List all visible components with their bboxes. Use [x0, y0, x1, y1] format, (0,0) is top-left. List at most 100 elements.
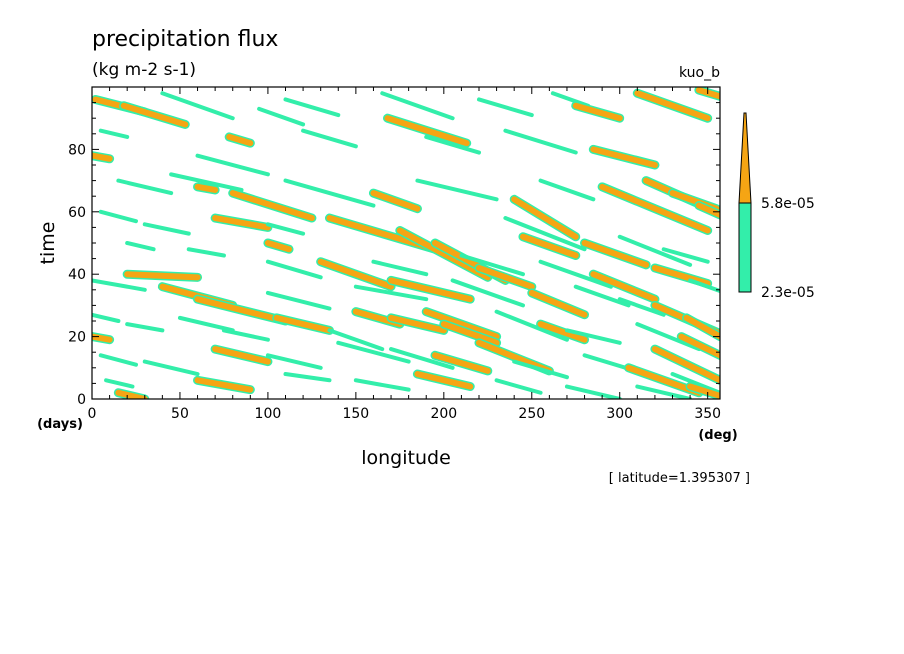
colorbar-label-high: 5.8e-05 [761, 196, 815, 212]
precip-streak [273, 314, 333, 334]
precip-streak [221, 328, 270, 342]
x-axis-label: longitude [361, 447, 451, 469]
precip-streak [212, 346, 271, 365]
precip-streak [564, 328, 622, 345]
precip-streak [120, 102, 189, 128]
precip-streak [573, 284, 631, 308]
x-tick-label: 300 [606, 406, 633, 422]
precip-streak [160, 91, 235, 121]
precip-streak [265, 290, 332, 311]
x-unit-label: (deg) [698, 428, 737, 443]
precip-streak [440, 321, 500, 346]
precip-streak [317, 258, 395, 290]
colorbar-low-segment [738, 202, 752, 293]
precip-streak [194, 377, 254, 393]
precip-streak [538, 259, 613, 289]
precip-streak [476, 339, 553, 374]
chart-units: (kg m-2 s-1) [92, 60, 196, 80]
precip-streak [264, 240, 293, 253]
precip-streak [92, 278, 147, 292]
precip-streak [301, 128, 358, 149]
precip-streak [336, 340, 411, 364]
precip-streak [528, 289, 588, 318]
precip-streak [194, 183, 219, 193]
x-tick-label: 50 [171, 406, 189, 422]
precip-streak [538, 178, 596, 202]
precip-streak [477, 97, 534, 118]
colorbar-label-low: 2.3e-05 [761, 285, 815, 301]
precip-streak [695, 87, 720, 100]
y-tick-label: 0 [77, 392, 86, 408]
x-tick-label: 250 [518, 406, 545, 422]
precip-streak [177, 315, 235, 333]
x-tick-label: 100 [255, 406, 282, 422]
precip-streak [226, 133, 254, 147]
precip-streak [651, 346, 720, 384]
precip-streak [415, 178, 499, 202]
precip-streak [92, 152, 113, 162]
precip-streak [265, 259, 323, 280]
x-tick-label: 350 [694, 406, 721, 422]
precip-streak [537, 321, 588, 343]
precip-streak [283, 372, 332, 383]
precip-streak [617, 297, 666, 317]
precip-streak [327, 328, 385, 352]
axis-ticks [91, 86, 720, 400]
y-unit-label: (days) [37, 417, 83, 432]
colorbar-high-segment [738, 112, 752, 204]
precip-streak [503, 128, 578, 155]
precip-streak [414, 371, 474, 390]
precip-streak [257, 106, 306, 127]
precip-streak [194, 296, 289, 324]
y-tick-label: 60 [68, 205, 86, 221]
precip-streak [229, 190, 315, 222]
precip-streak [389, 347, 455, 370]
x-tick-label: 200 [430, 406, 457, 422]
precip-streak [98, 209, 138, 224]
precip-streak [661, 247, 710, 264]
chart-title: precipitation flux [92, 27, 278, 52]
precip-streak [459, 253, 525, 277]
precip-streak [503, 216, 587, 252]
precip-streak [265, 353, 323, 370]
precip-streak [424, 134, 482, 155]
precip-streak [635, 384, 693, 399]
precip-streak [450, 278, 525, 308]
precip-streak [678, 333, 720, 359]
precip-streak [388, 277, 474, 303]
precip-streak [564, 384, 622, 399]
precip-streak [92, 312, 121, 323]
precip-streak [125, 241, 156, 252]
precip-field [92, 87, 720, 399]
precip-streak [634, 90, 711, 122]
y-tick-label: 40 [68, 267, 86, 283]
precip-streak [125, 322, 165, 333]
precip-streak [617, 234, 693, 267]
precip-streak [98, 353, 138, 367]
precip-streak [98, 128, 130, 139]
precip-streak [116, 178, 174, 196]
precip-streak [519, 233, 579, 259]
precip-streak [572, 102, 623, 122]
precip-streak [432, 352, 491, 374]
precip-streak [353, 284, 429, 302]
precip-streak [195, 153, 270, 177]
axis-tick-labels: 0 50 100 150 200 250 300 350 0 20 40 60 80 [68, 142, 721, 422]
precip-streak [142, 222, 191, 236]
precip-streak [590, 271, 658, 303]
precip-streak [353, 378, 411, 392]
precip-streak [599, 183, 711, 234]
precip-streak [512, 359, 569, 380]
precip-streak [384, 115, 470, 147]
colorbar-legend: 5.8e-05 2.3e-05 [738, 112, 815, 301]
precip-streak [124, 271, 201, 281]
precip-streak [388, 314, 447, 334]
precip-streak [380, 91, 455, 121]
precip-streak [104, 378, 135, 389]
x-tick-label: 150 [342, 406, 369, 422]
precip-streak [265, 222, 306, 236]
precip-streak [494, 378, 543, 395]
y-axis-label: time [37, 222, 59, 265]
precip-streak [371, 259, 429, 277]
precip-streak [370, 190, 421, 212]
